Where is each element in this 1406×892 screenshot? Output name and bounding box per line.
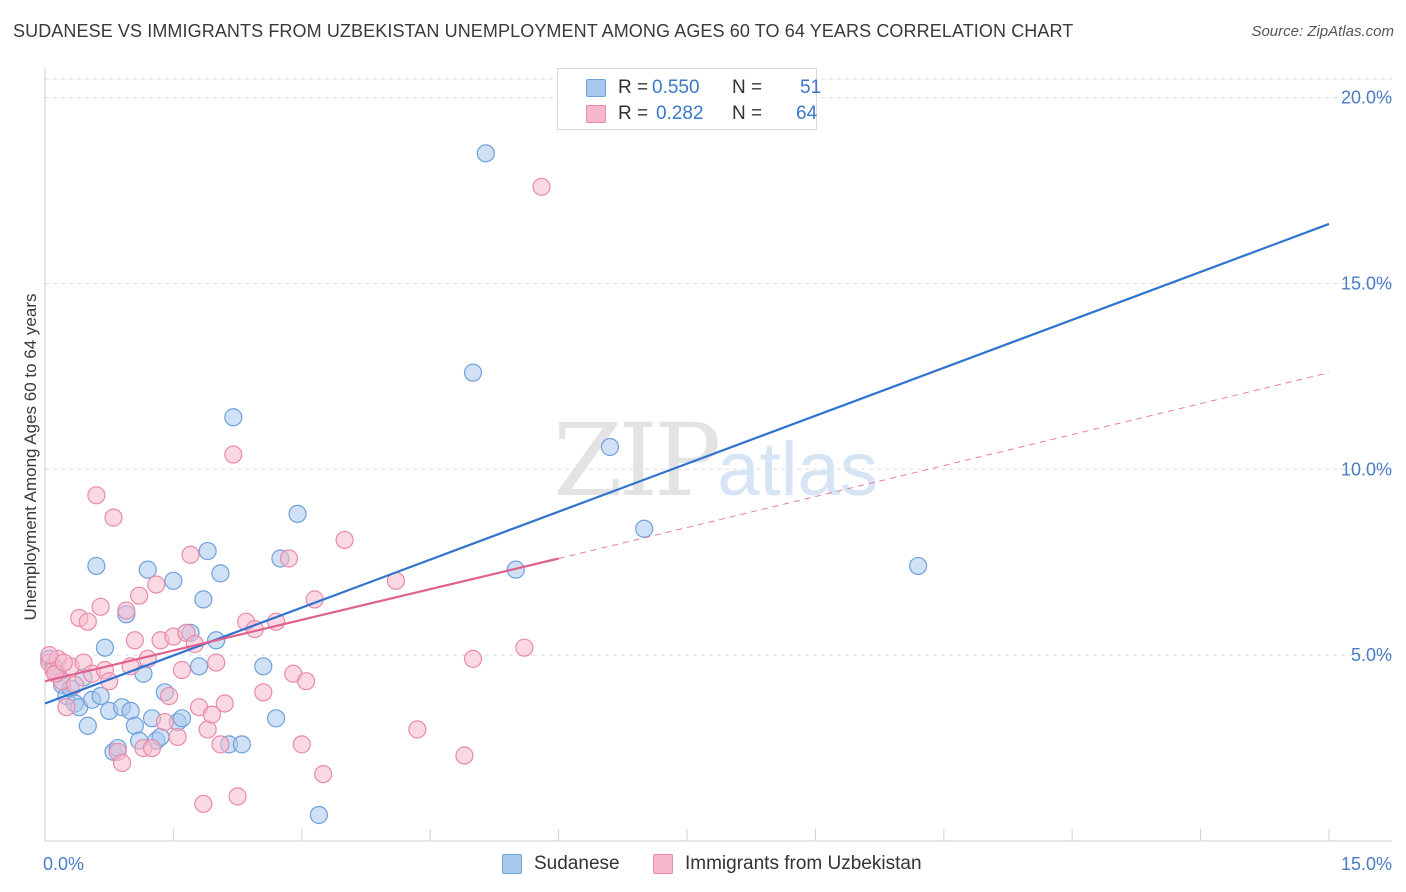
legend-r-label: R = <box>618 103 649 124</box>
uzbekistan-point <box>202 705 222 724</box>
sudanese-point <box>224 408 243 427</box>
legend-n-label: N = <box>732 103 763 124</box>
uzbekistan-point <box>172 660 192 680</box>
sudanese-point <box>463 363 483 382</box>
uzbekistan-point <box>228 787 247 806</box>
sudanese-point <box>78 716 97 735</box>
sudanese-point <box>189 657 209 676</box>
uzbekistan-point <box>194 794 213 813</box>
watermark: ZIPatlas <box>553 402 878 519</box>
uzbekistan-point <box>147 575 166 594</box>
bottom-legend-swatch-uzbekistan <box>653 854 673 874</box>
uzbekistan-point <box>54 653 73 672</box>
uzbekistan-point <box>455 746 474 765</box>
sudanese-point <box>476 144 495 163</box>
uzbekistan-point <box>408 720 427 739</box>
uzbekistan-trend-line <box>44 557 559 683</box>
uzbekistan-point <box>296 672 316 691</box>
y-tick-label: 10.0% <box>1341 459 1392 479</box>
uzbekistan-point <box>57 698 76 717</box>
legend-n-label: N = <box>732 77 763 98</box>
uzbekistan-point <box>112 753 132 773</box>
x-tick-label: 15.0% <box>1341 854 1392 874</box>
uzbekistan-point <box>142 738 162 758</box>
chart-title: SUDANESE VS IMMIGRANTS FROM UZBEKISTAN U… <box>13 21 1074 41</box>
uzbekistan-trend-line-extension <box>558 372 1330 559</box>
correlation-legend: R = 0.550 N = 51 R = 0.282 N = 64 <box>557 68 821 130</box>
uzbekistan-point <box>155 712 174 732</box>
uzbekistan-point <box>279 549 299 568</box>
uzbekistan-point <box>515 638 534 657</box>
uzbekistan-point <box>87 486 106 505</box>
legend-r-value: 0.282 <box>656 103 704 124</box>
y-tick-label: 5.0% <box>1351 645 1392 665</box>
uzbekistan-point <box>91 597 110 616</box>
legend-n-value: 64 <box>796 103 818 124</box>
sudanese-point <box>909 556 928 576</box>
y-tick-label: 20.0% <box>1341 88 1392 108</box>
bottom-legend-label-sudanese: Sudanese <box>534 853 620 874</box>
sudanese-point <box>194 590 213 609</box>
uzbekistan-point <box>335 530 354 550</box>
uzbekistan-point <box>211 735 230 754</box>
sudanese-point <box>635 519 654 538</box>
sudanese-point <box>309 805 329 825</box>
sudanese-point <box>232 735 251 754</box>
y-axis-label: Unemployment Among Ages 60 to 64 years <box>21 293 40 621</box>
uzbekistan-point <box>78 612 97 631</box>
uzbekistan-point <box>254 683 273 702</box>
sudanese-point <box>138 560 157 579</box>
legend-n-value: 51 <box>800 77 822 98</box>
sudanese-point <box>600 437 620 457</box>
sudanese-point <box>95 638 115 657</box>
source-note: Source: ZipAtlas.com <box>1251 23 1394 40</box>
uzbekistan-point <box>40 646 59 665</box>
sudanese-point <box>198 541 217 561</box>
sudanese-point <box>87 556 106 576</box>
sudanese-point <box>172 709 192 728</box>
uzbekistan-point <box>224 445 243 464</box>
uzbekistan-point <box>125 631 144 650</box>
sudanese-point <box>288 504 307 523</box>
sudanese-point <box>211 564 230 583</box>
uzbekistan-point <box>314 764 333 784</box>
uzbekistan-point <box>215 694 234 713</box>
bottom-legend-label-uzbekistan: Immigrants from Uzbekistan <box>685 853 922 874</box>
sudanese-point <box>164 571 183 590</box>
uzbekistan-point <box>292 735 311 754</box>
uzbekistan-point <box>104 508 123 527</box>
bottom-legend-swatch-sudanese <box>502 854 522 874</box>
legend-r-label: R = <box>618 77 649 98</box>
x-tick-label: 0.0% <box>43 854 84 874</box>
sudanese-point <box>91 686 110 706</box>
uzbekistan-point <box>463 649 483 668</box>
uzbekistan-point <box>130 586 149 605</box>
y-tick-label: 15.0% <box>1341 273 1392 293</box>
sudanese-trend-line <box>44 222 1330 705</box>
legend-swatch-sudanese <box>586 79 606 97</box>
uzbekistan-point <box>160 686 179 706</box>
uzbekistan-point <box>168 727 187 747</box>
sudanese-point <box>254 657 273 676</box>
uzbekistan-point <box>532 177 551 196</box>
legend-swatch-uzbekistan <box>586 105 606 123</box>
uzbekistan-point <box>181 545 200 564</box>
sudanese-point <box>267 709 286 728</box>
uzbekistan-point <box>117 601 136 620</box>
uzbekistan-point <box>207 653 226 672</box>
legend-r-value: 0.550 <box>652 77 700 98</box>
